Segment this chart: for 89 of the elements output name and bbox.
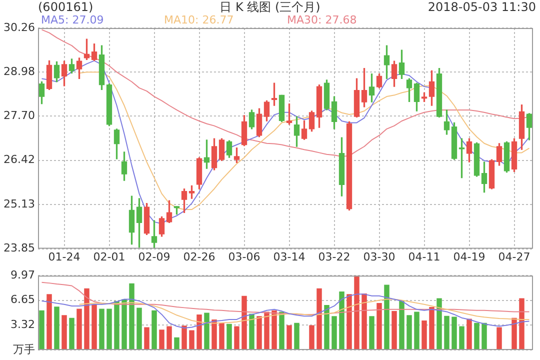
bar [294, 322, 300, 350]
bar [332, 316, 337, 350]
bar [144, 327, 150, 350]
y-tick-label: 23.85 [4, 242, 35, 255]
y-tick-label: 26.42 [4, 153, 35, 166]
y-tick-label: 27.70 [4, 109, 35, 122]
x-tick-label: 04-11 [408, 250, 440, 264]
bar [242, 296, 247, 350]
bar [54, 306, 60, 350]
bar [129, 283, 134, 350]
bar [226, 324, 232, 350]
bar [174, 337, 180, 350]
chart-title: (600161) [38, 0, 94, 14]
x-tick-label: 01-24 [48, 250, 80, 264]
y-tick-label: 30.26 [4, 20, 35, 34]
chart-subtitle: 日 K 线图 (三个月) [220, 0, 320, 14]
text: MA5: 27.09 [41, 13, 104, 26]
bar [512, 318, 517, 350]
bar [219, 322, 224, 350]
bar [444, 316, 450, 350]
bar [384, 284, 390, 350]
text: 2018-05-03 11:30 [428, 0, 536, 14]
bar [196, 314, 202, 350]
bar [92, 304, 97, 350]
bar [399, 300, 404, 350]
bar [279, 312, 284, 350]
text: MA10: 26.77 [164, 13, 234, 26]
bar [414, 312, 420, 350]
bar [286, 325, 292, 350]
bar [459, 326, 464, 350]
y-tick-label: 25.13 [4, 198, 35, 211]
bar [406, 315, 412, 350]
bar [452, 316, 457, 350]
x-tick-label: 03-06 [228, 250, 260, 264]
x-tick-label: 02-01 [93, 250, 126, 264]
y-tick-label: 28.98 [4, 64, 35, 78]
bar [316, 288, 322, 350]
bar [272, 310, 277, 350]
bar [99, 308, 104, 350]
text: MA30: 27.68 [287, 13, 357, 26]
x-tick-label: 03-22 [318, 250, 350, 264]
x-tick-label: 04-27 [498, 250, 530, 264]
x-tick-label: 03-14 [273, 250, 306, 264]
bar [114, 300, 120, 350]
bar [249, 314, 254, 350]
bar [422, 320, 427, 350]
bar [429, 307, 434, 350]
bar [496, 327, 502, 350]
bar [182, 326, 187, 350]
bar [234, 326, 240, 350]
y-tick-label: 9.97 [10, 268, 35, 282]
bar [212, 319, 217, 350]
bar [204, 312, 210, 350]
bar [392, 311, 397, 350]
bar [152, 310, 157, 350]
bar [62, 315, 67, 350]
bar [166, 326, 172, 350]
bar [474, 322, 480, 350]
bar [256, 316, 262, 350]
bar [369, 316, 374, 350]
bar [46, 294, 52, 350]
bar [436, 298, 442, 350]
x-tick-label: 04-19 [453, 250, 486, 264]
bar [264, 312, 270, 350]
bar [39, 310, 44, 350]
bar [122, 299, 127, 350]
bar [189, 330, 194, 350]
bar [376, 302, 382, 350]
y-tick-label: 万手 [13, 342, 35, 356]
bar [159, 330, 164, 350]
bar [339, 291, 344, 350]
bar [136, 308, 142, 350]
bar [76, 308, 82, 350]
bar [84, 288, 90, 350]
y-tick-label: 3.32 [10, 318, 35, 332]
bar [346, 294, 352, 350]
x-tick-label: 03-30 [363, 250, 396, 264]
x-tick-label: 02-26 [183, 250, 216, 264]
bar [482, 322, 487, 350]
bar [354, 276, 360, 350]
bar [309, 325, 314, 350]
bar [69, 318, 74, 350]
bar [362, 294, 367, 350]
x-tick-label: 02-09 [138, 250, 170, 264]
bar [519, 298, 524, 350]
bar [324, 305, 330, 350]
y-tick-label: 6.65 [10, 293, 35, 306]
bar [106, 308, 112, 350]
bar [466, 318, 472, 350]
